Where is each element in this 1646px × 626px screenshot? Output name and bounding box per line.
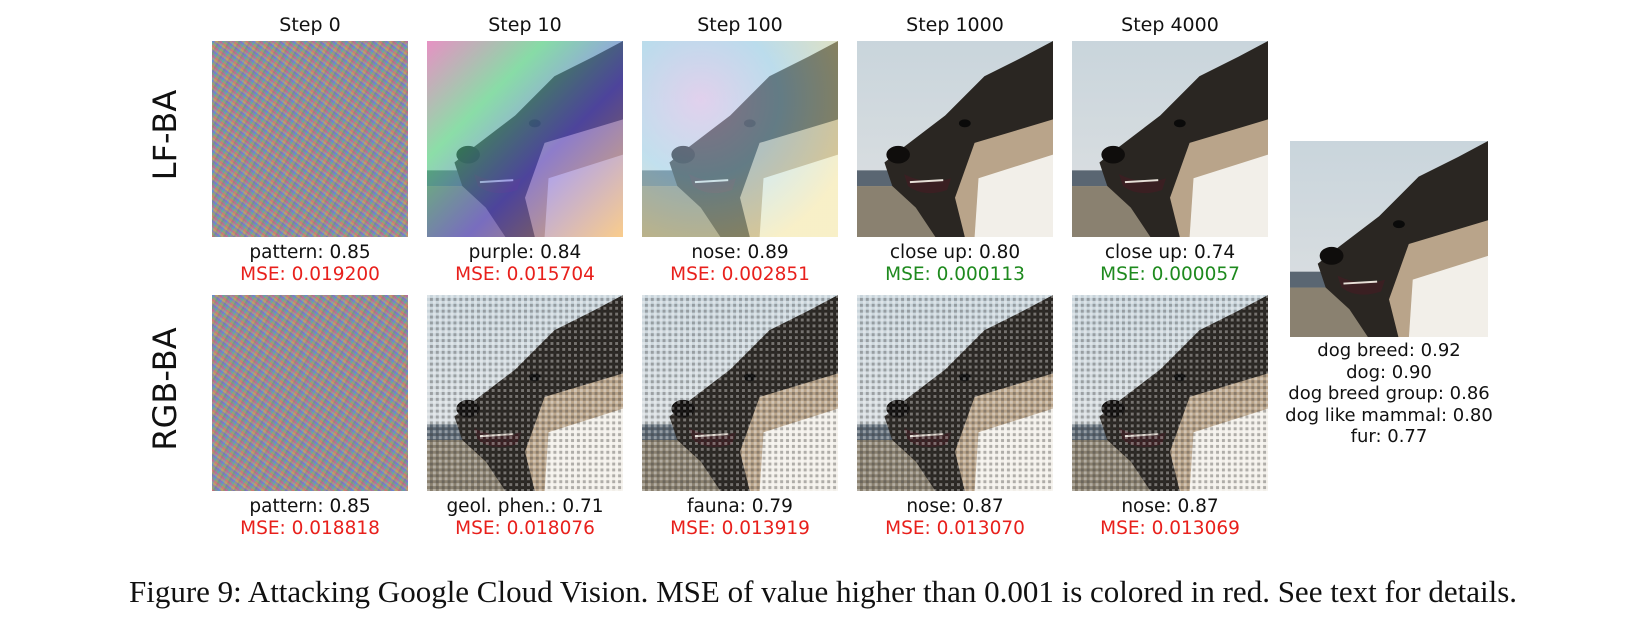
figure-caption: Figure 9: Attacking Google Cloud Vision.… xyxy=(128,574,1518,609)
original-label: dog breed: 0.92 xyxy=(1317,340,1461,361)
label-score: pattern: 0.85 xyxy=(249,496,371,517)
lf-ba-step-4000-image xyxy=(1072,41,1268,237)
lf-ba-step-100-caption: nose: 0.89 MSE: 0.002851 xyxy=(625,242,855,286)
rgb-ba-step-1000-image xyxy=(857,295,1053,491)
lf-ba-step-100-image xyxy=(642,41,838,237)
rgb-ba-step-10-image xyxy=(427,295,623,491)
lf-ba-step-0-caption: pattern: 0.85 MSE: 0.019200 xyxy=(195,242,425,286)
lf-ba-step-1000-image xyxy=(857,41,1053,237)
mse-value: MSE: 0.019200 xyxy=(240,264,380,285)
rgb-ba-step-0-image xyxy=(212,295,408,491)
original-label: fur: 0.77 xyxy=(1350,426,1428,447)
rgb-ba-step-100-image xyxy=(642,295,838,491)
mse-value: MSE: 0.013069 xyxy=(1100,518,1240,539)
lf-ba-step-4000-caption: close up: 0.74 MSE: 0.000057 xyxy=(1055,242,1285,286)
label-score: pattern: 0.85 xyxy=(249,242,371,263)
rgb-ba-step-4000-image xyxy=(1072,295,1268,491)
mse-value: MSE: 0.013919 xyxy=(670,518,810,539)
lf-ba-step-10-image xyxy=(427,41,623,237)
label-score: purple: 0.84 xyxy=(468,242,582,263)
label-score: fauna: 0.79 xyxy=(687,496,793,517)
row-label-lf-ba: LF-BA xyxy=(146,89,184,181)
label-score: nose: 0.89 xyxy=(691,242,789,263)
column-title-step-0: Step 0 xyxy=(279,14,341,36)
mse-value: MSE: 0.018076 xyxy=(455,518,595,539)
lf-ba-step-1000-caption: close up: 0.80 MSE: 0.000113 xyxy=(840,242,1070,286)
mse-value: MSE: 0.000113 xyxy=(885,264,1025,285)
original-image xyxy=(1290,141,1488,337)
label-score: nose: 0.87 xyxy=(906,496,1004,517)
rgb-ba-step-100-caption: fauna: 0.79 MSE: 0.013919 xyxy=(625,496,855,540)
rgb-ba-step-1000-caption: nose: 0.87 MSE: 0.013070 xyxy=(840,496,1070,540)
column-title-step-100: Step 100 xyxy=(697,14,783,36)
mse-value: MSE: 0.000057 xyxy=(1100,264,1240,285)
label-score: geol. phen.: 0.71 xyxy=(446,496,604,517)
label-score: close up: 0.74 xyxy=(1104,242,1236,263)
original-label: dog like mammal: 0.80 xyxy=(1285,404,1493,426)
row-label-rgb-ba: RGB-BA xyxy=(146,327,184,451)
column-title-step-10: Step 10 xyxy=(488,14,562,36)
rgb-ba-step-10-caption: geol. phen.: 0.71 MSE: 0.018076 xyxy=(410,496,640,540)
mse-value: MSE: 0.002851 xyxy=(670,264,810,285)
original-labels: dog breed: 0.92 dog: 0.90 dog breed grou… xyxy=(1249,340,1529,448)
rgb-ba-step-4000-caption: nose: 0.87 MSE: 0.013069 xyxy=(1055,496,1285,540)
original-label: dog: 0.90 xyxy=(1346,361,1432,383)
mse-value: MSE: 0.013070 xyxy=(885,518,1025,539)
label-score: close up: 0.80 xyxy=(889,242,1021,263)
lf-ba-step-10-caption: purple: 0.84 MSE: 0.015704 xyxy=(410,242,640,286)
rgb-ba-step-0-caption: pattern: 0.85 MSE: 0.018818 xyxy=(195,496,425,540)
mse-value: MSE: 0.018818 xyxy=(240,518,380,539)
column-title-step-1000: Step 1000 xyxy=(906,14,1004,36)
column-title-step-4000: Step 4000 xyxy=(1121,14,1219,36)
mse-value: MSE: 0.015704 xyxy=(455,264,595,285)
lf-ba-step-0-image xyxy=(212,41,408,237)
label-score: nose: 0.87 xyxy=(1121,496,1219,517)
original-label: dog breed group: 0.86 xyxy=(1288,383,1490,404)
